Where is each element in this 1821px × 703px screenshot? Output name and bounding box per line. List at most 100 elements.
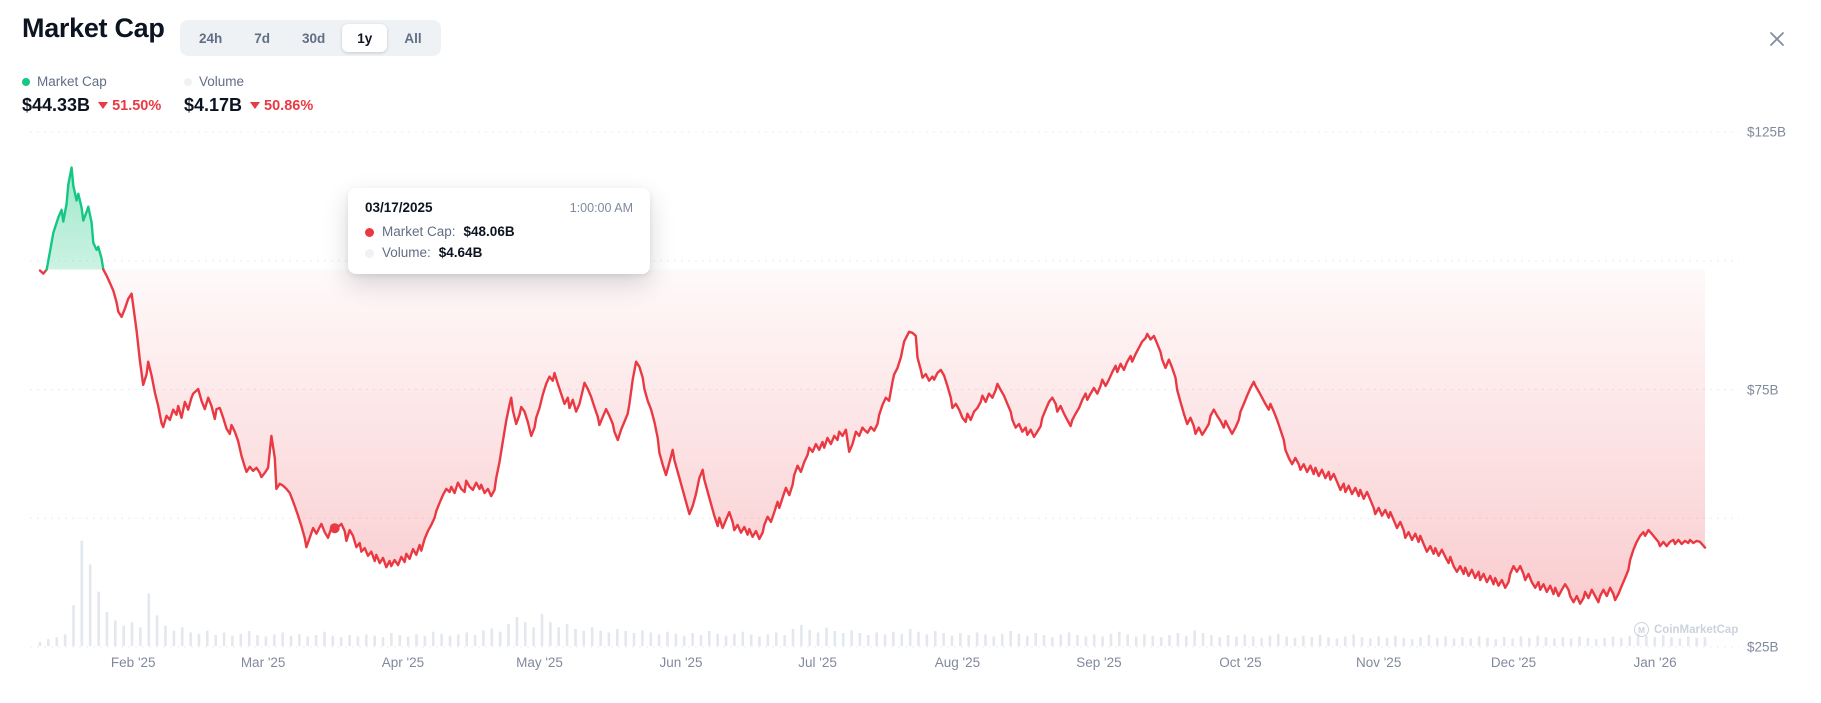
volume-bar xyxy=(1369,638,1372,646)
volume-bar xyxy=(766,634,770,646)
volume-bar xyxy=(1168,635,1171,646)
volume-bar xyxy=(373,635,376,646)
volume-bar xyxy=(1377,636,1380,646)
volume-bar xyxy=(273,634,276,646)
tooltip-market-cap-value: $48.06B xyxy=(463,224,515,239)
volume-bar xyxy=(624,631,627,646)
volume-bar xyxy=(331,635,335,646)
volume-bar xyxy=(365,634,368,646)
volume-bar xyxy=(1469,638,1472,646)
volume-bar xyxy=(1653,637,1657,646)
range-button-7d[interactable]: 7d xyxy=(254,30,271,46)
volume-bar xyxy=(1067,632,1071,646)
volume-bar xyxy=(114,620,117,646)
volume-value-row: $4.17B 50.86% xyxy=(184,95,313,116)
tooltip-market-cap-dot xyxy=(365,227,374,237)
legend-volume[interactable]: Volume xyxy=(184,74,244,89)
volume-bar xyxy=(716,633,719,646)
volume-bar xyxy=(289,635,293,646)
market-cap-area-above-baseline xyxy=(46,167,104,270)
x-axis-label: Jan '26 xyxy=(1633,655,1677,670)
volume-bar xyxy=(88,564,92,646)
market-cap-area-below-baseline xyxy=(103,269,1705,604)
volume-bar xyxy=(1285,636,1288,646)
volume-bar xyxy=(1343,636,1347,646)
volume-bar xyxy=(1017,633,1021,646)
tooltip-market-cap-row: Market Cap: $48.06B xyxy=(365,224,633,240)
volume-bar xyxy=(1695,637,1698,646)
volume-bar xyxy=(524,622,527,646)
volume-bar xyxy=(247,631,251,646)
volume-bar xyxy=(1109,633,1113,646)
volume-bar xyxy=(867,635,870,646)
volume-bar xyxy=(515,617,519,646)
volume-bar xyxy=(557,627,560,646)
volume-bar xyxy=(565,623,569,646)
volume-bar xyxy=(256,635,259,646)
market-cap-line-start xyxy=(38,268,48,275)
x-axis-label: Nov '25 xyxy=(1355,655,1402,670)
hovered-point-marker xyxy=(329,523,340,534)
range-button-all[interactable]: All xyxy=(404,30,422,46)
volume-bar xyxy=(800,624,803,646)
volume-bar xyxy=(105,612,109,646)
volume-bar xyxy=(791,629,795,646)
volume-bar xyxy=(883,634,887,646)
range-button-30d[interactable]: 30d xyxy=(302,30,326,46)
volume-bar xyxy=(1026,635,1029,646)
volume-bar xyxy=(1703,637,1707,646)
range-button-24h[interactable]: 24h xyxy=(199,30,223,46)
volume-bar xyxy=(164,625,167,646)
volume-legend-dot xyxy=(184,77,192,86)
volume-bar xyxy=(1586,637,1590,646)
volume-bar xyxy=(1059,634,1063,646)
legend-market-cap[interactable]: Market Cap xyxy=(22,74,107,89)
volume-change: 50.86% xyxy=(250,98,313,114)
x-axis-label: Oct '25 xyxy=(1219,655,1262,670)
volume-bar xyxy=(1394,635,1397,646)
volume-bar xyxy=(1185,635,1188,646)
volume-bar xyxy=(1352,634,1355,646)
range-button-1y[interactable]: 1y xyxy=(342,24,388,52)
volume-bar xyxy=(1268,635,1272,646)
volume-bar xyxy=(607,632,611,646)
volume-bar xyxy=(1034,633,1037,646)
volume-bar xyxy=(657,634,661,646)
volume-bar xyxy=(540,613,544,646)
volume-bar xyxy=(841,633,845,646)
x-axis-label: May '25 xyxy=(516,655,563,670)
volume-bar xyxy=(1603,637,1606,646)
volume-bar xyxy=(1678,638,1682,646)
volume-bar xyxy=(390,633,393,646)
volume-bar xyxy=(1076,635,1079,646)
tooltip-volume-row: Volume: $4.64B xyxy=(365,245,633,261)
volume-bar xyxy=(1042,635,1046,646)
volume-bar xyxy=(1009,631,1012,646)
close-button[interactable] xyxy=(1762,24,1792,54)
volume-bar xyxy=(55,637,58,646)
volume-bar xyxy=(440,633,443,646)
volume-bar xyxy=(1051,637,1054,646)
volume-bar xyxy=(1310,637,1314,646)
volume-bar xyxy=(1243,634,1247,646)
volume-bar xyxy=(47,639,50,646)
volume-bar xyxy=(741,631,745,646)
volume-bar xyxy=(423,635,427,646)
volume-bar xyxy=(1569,638,1573,646)
volume-bar xyxy=(691,633,694,646)
volume-bar xyxy=(431,631,435,646)
volume-bar xyxy=(139,627,142,646)
volume-bar xyxy=(1277,633,1280,646)
volume-bar xyxy=(1511,638,1514,646)
volume-bar xyxy=(1519,636,1523,646)
market-cap-legend-label: Market Cap xyxy=(37,74,107,89)
market-cap-line-green xyxy=(45,166,105,271)
volume-bar xyxy=(130,622,134,646)
volume-bar xyxy=(147,593,151,646)
volume-bar xyxy=(825,627,828,646)
coinmarketcap-logo-icon: M xyxy=(1634,622,1649,637)
tooltip-date: 03/17/2025 xyxy=(365,200,433,215)
volume-bar xyxy=(1101,636,1104,646)
